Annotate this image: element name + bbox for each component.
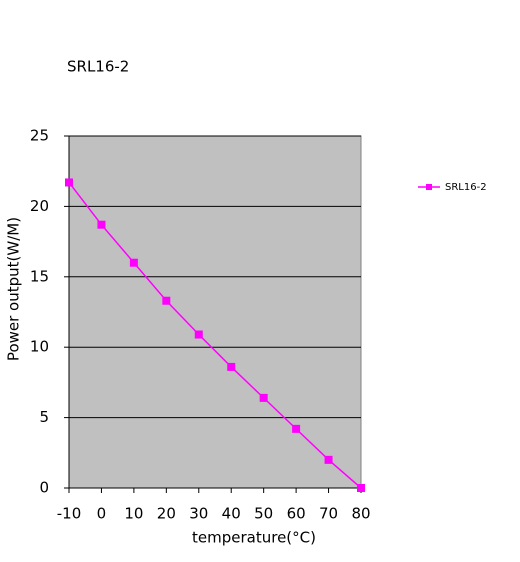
point (65, 178, 73, 187)
legend-marker (426, 184, 432, 190)
x-tick-label: 70 (319, 505, 338, 523)
x-axis-label: temperature(°C) (192, 529, 316, 547)
y-tick-label: 5 (39, 408, 49, 426)
y-tick-label: 25 (30, 127, 49, 145)
point (194, 330, 203, 339)
y-tick-label: 15 (30, 267, 49, 285)
chart-title: SRL16-2 (67, 58, 129, 76)
x-tick-label: 30 (189, 505, 208, 523)
x-tick-label: 20 (157, 505, 176, 523)
x-tick-label: 50 (254, 505, 273, 523)
y-tick-label: 0 (39, 479, 49, 497)
point (292, 424, 301, 433)
x-tick-label: 80 (351, 505, 370, 523)
x-tick-label: -10 (57, 505, 82, 523)
x-tick-label: 10 (124, 505, 143, 523)
x-tick-label: 0 (97, 505, 107, 523)
x-tick-label: 40 (222, 505, 241, 523)
point (357, 484, 365, 492)
x-tick-label: 60 (287, 505, 306, 523)
y-axis-label: Power output(W/M) (5, 217, 23, 361)
series-line (68, 182, 362, 489)
plot-area (68, 135, 362, 489)
point (227, 362, 236, 371)
point (259, 393, 268, 402)
y-tick-label: 10 (30, 338, 49, 356)
point (324, 455, 333, 464)
point (97, 220, 106, 229)
point (162, 296, 171, 305)
y-tick-label: 20 (30, 197, 49, 215)
legend-label: SRL16-2 (445, 182, 487, 193)
point (129, 258, 138, 267)
